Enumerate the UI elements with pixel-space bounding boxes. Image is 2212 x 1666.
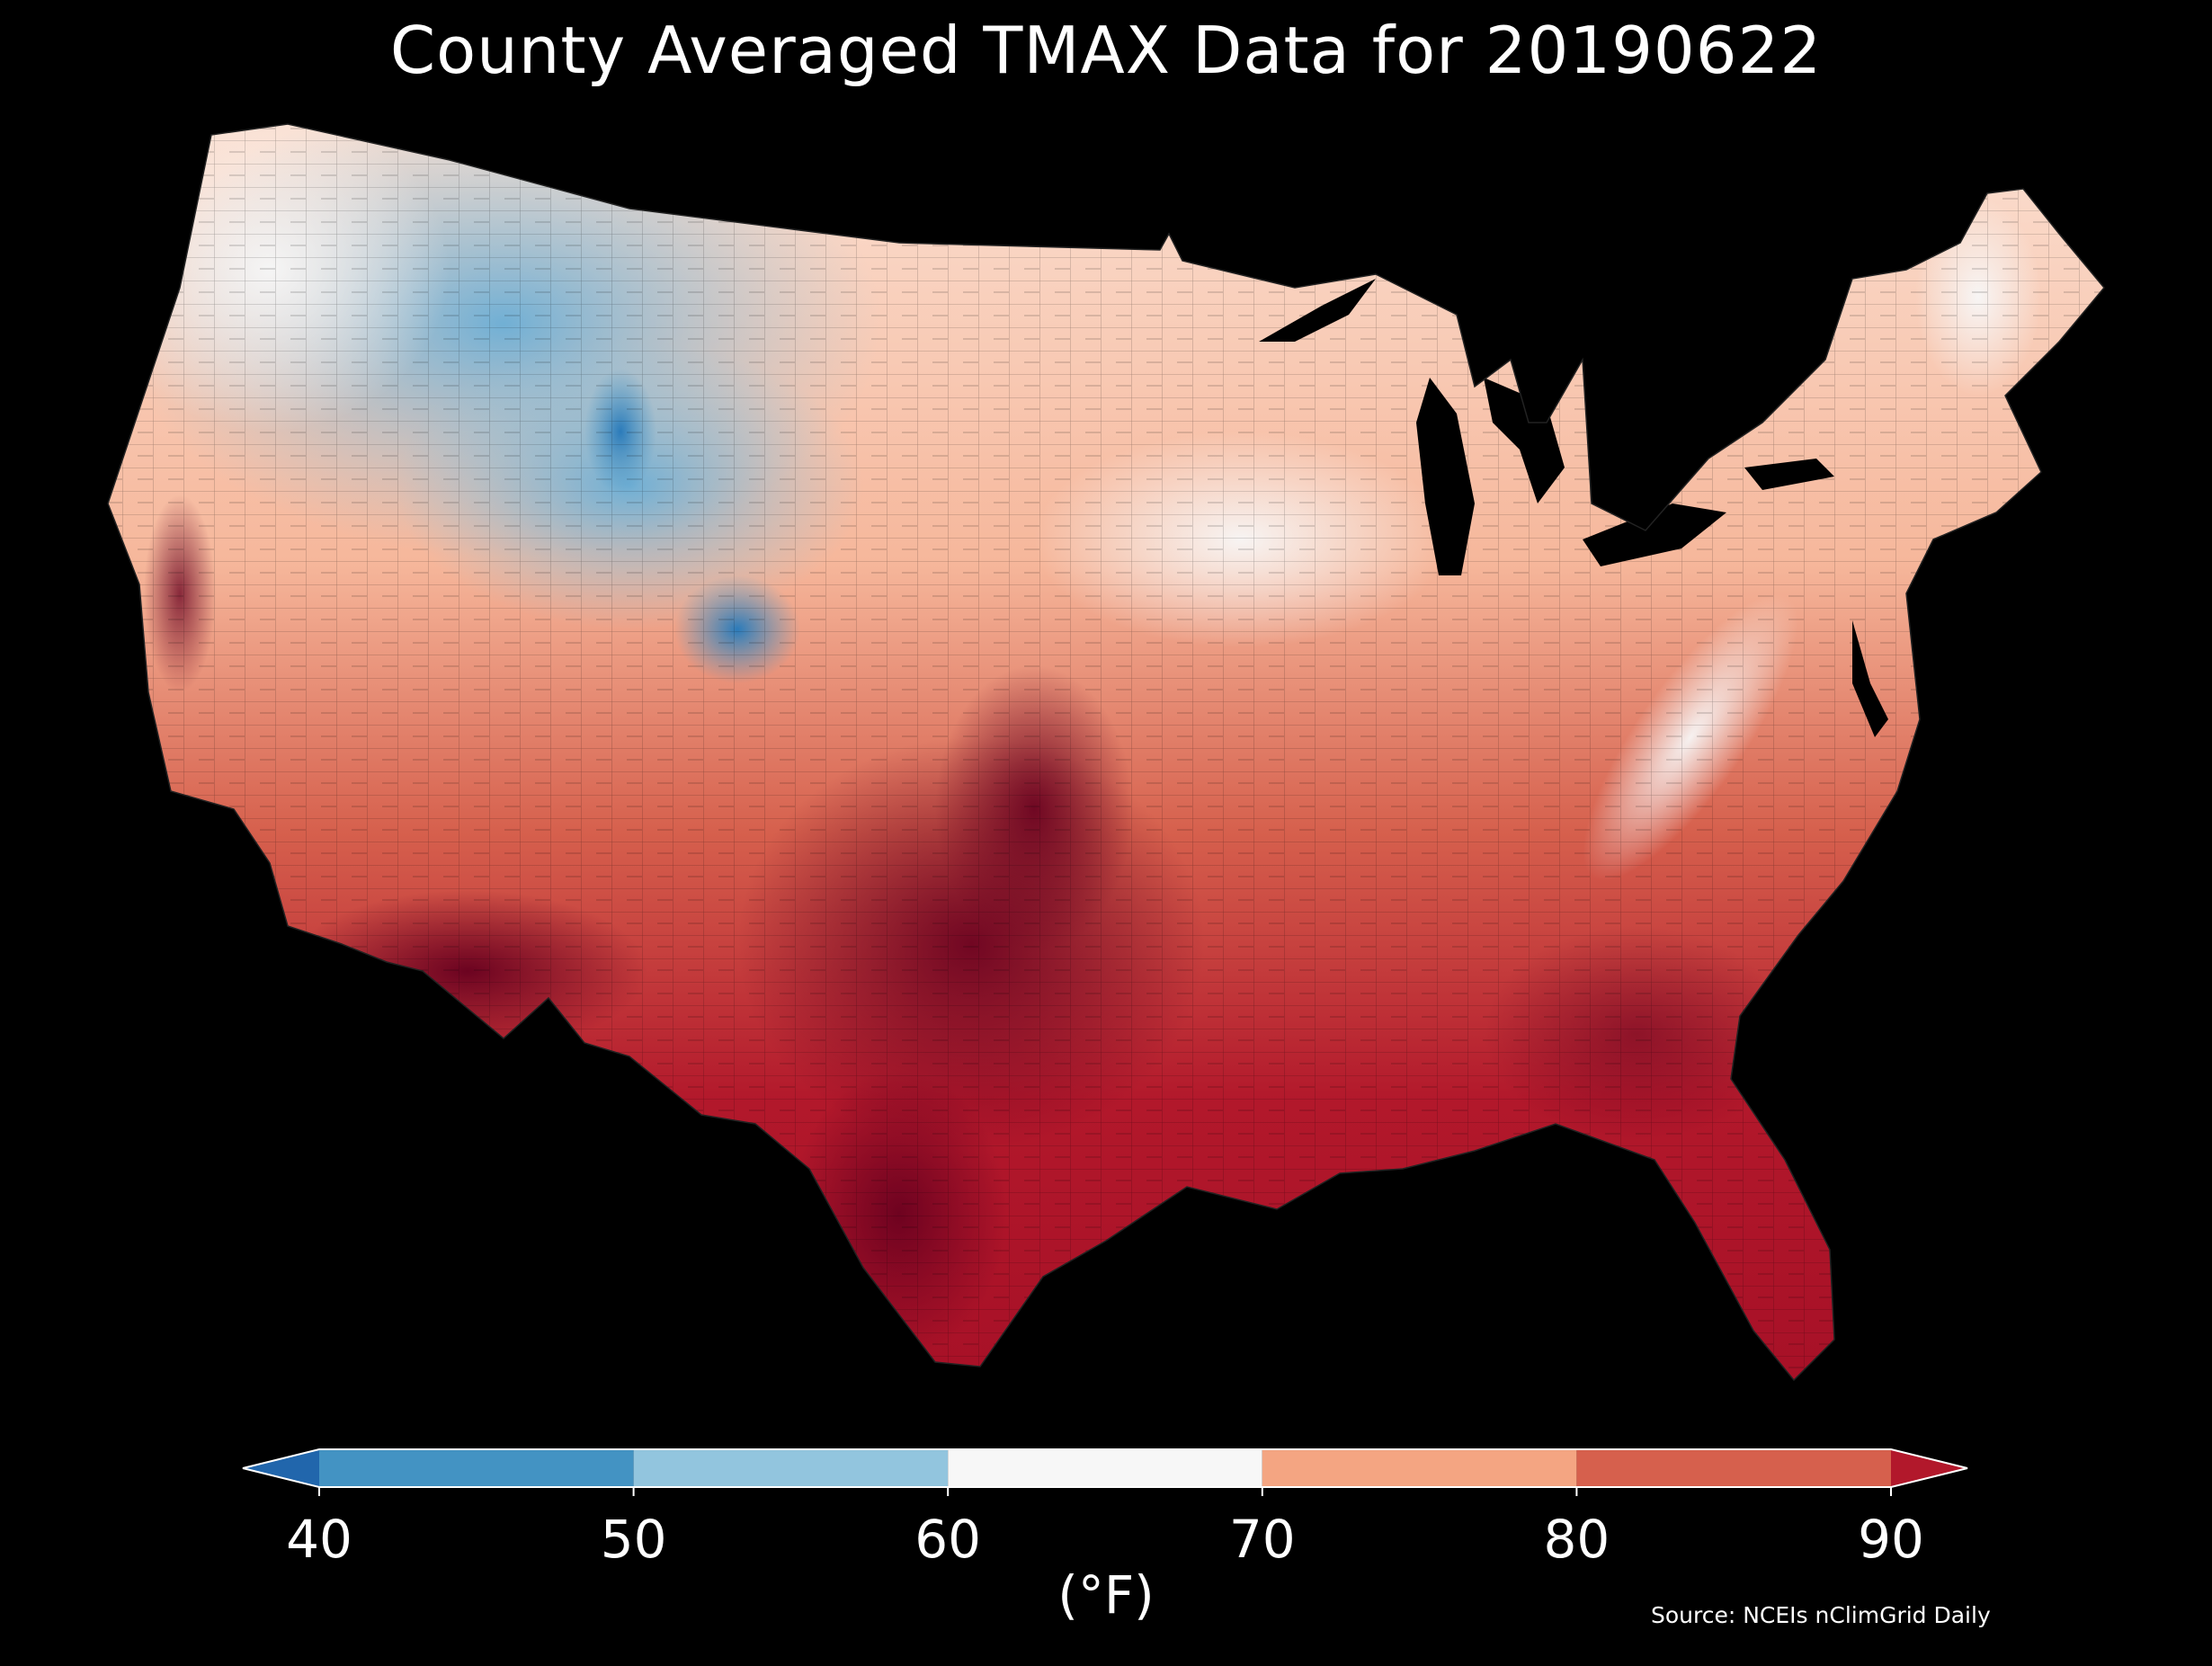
map-title: County Averaged TMAX Data for 20190622 [389, 13, 1823, 88]
colorbar-units: (°F) [1057, 1564, 1155, 1626]
great-lakes [1259, 279, 1888, 737]
colorbar-tick-label-2: 60 [914, 1509, 981, 1570]
colorbar-bin-3 [948, 1449, 1262, 1487]
us-outline [107, 123, 2105, 1382]
colorbar-tick-label-3: 70 [1229, 1509, 1296, 1570]
colorbar-tick-label-4: 80 [1543, 1509, 1610, 1570]
colorbar-tick-label-1: 50 [601, 1509, 667, 1570]
colorbar-tick-label-0: 40 [286, 1509, 352, 1570]
colorbar-bin-5 [1576, 1449, 1891, 1487]
colorbar-bin-1 [319, 1449, 634, 1487]
colorbar-bin-0 [243, 1449, 319, 1487]
source-credit: Source: NCEIs nClimGrid Daily [1651, 1602, 1991, 1628]
colorbar-tick-label-5: 90 [1858, 1509, 1924, 1570]
colorbar-bin-6 [1891, 1449, 1967, 1487]
colorbar-bin-4 [1262, 1449, 1577, 1487]
colorbar-bin-2 [633, 1449, 949, 1487]
